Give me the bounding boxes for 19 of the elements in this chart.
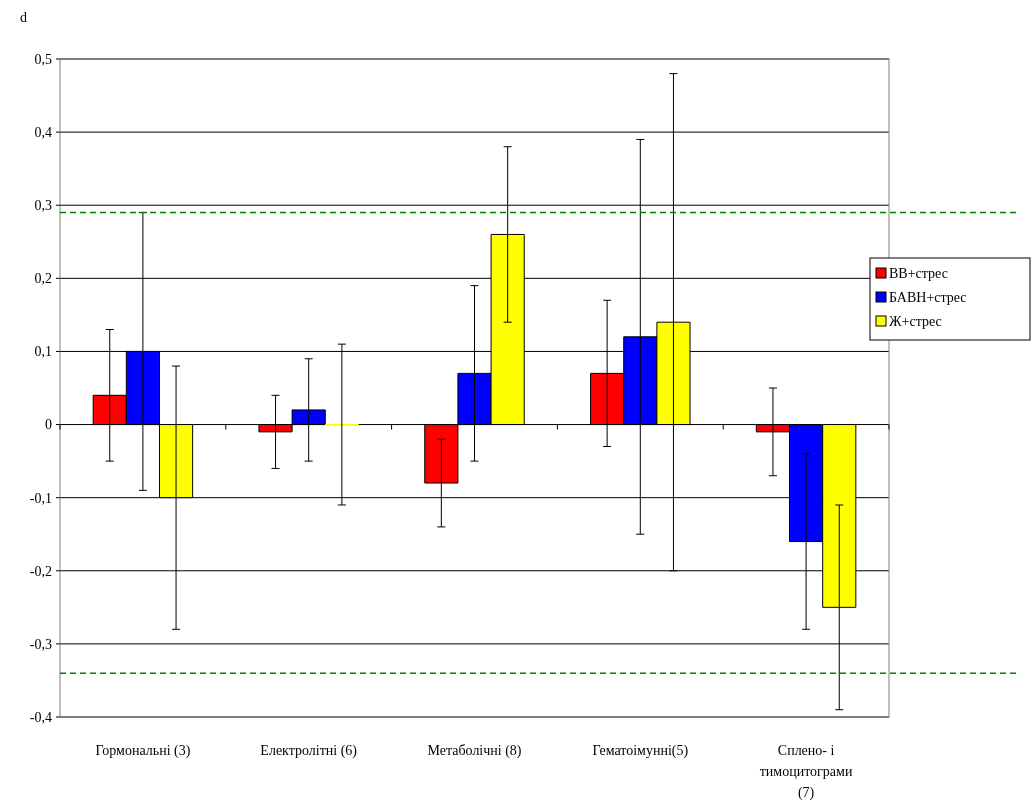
y-tick-label: 0,5: [34, 51, 52, 67]
y-axis-title: d: [20, 10, 27, 25]
y-tick-label: 0,1: [34, 344, 52, 360]
y-tick-label: -0,4: [29, 709, 52, 725]
y-tick-label: -0,2: [29, 563, 52, 579]
x-tick-label: Сплено- і тимоцитограми (7): [759, 743, 853, 801]
legend-label: Ж+стрес: [889, 313, 942, 329]
y-tick-label: 0,2: [34, 271, 52, 287]
y-tick-label: 0: [45, 417, 52, 433]
y-tick-label: 0,4: [34, 125, 52, 141]
x-tick-label: Гематоімунні(5): [592, 743, 689, 759]
y-tick-label: 0,3: [34, 198, 52, 214]
y-tick-label: -0,1: [29, 490, 52, 506]
x-tick-label: Електролітні (6): [260, 743, 358, 759]
x-tick-label: Метаболічні (8): [427, 743, 522, 759]
y-tick-label: -0,3: [29, 636, 52, 652]
legend-label: БАВН+стрес: [889, 289, 967, 305]
legend-label: ВВ+стрес: [889, 265, 948, 281]
x-tick-label: Гормональні (3): [95, 743, 191, 759]
